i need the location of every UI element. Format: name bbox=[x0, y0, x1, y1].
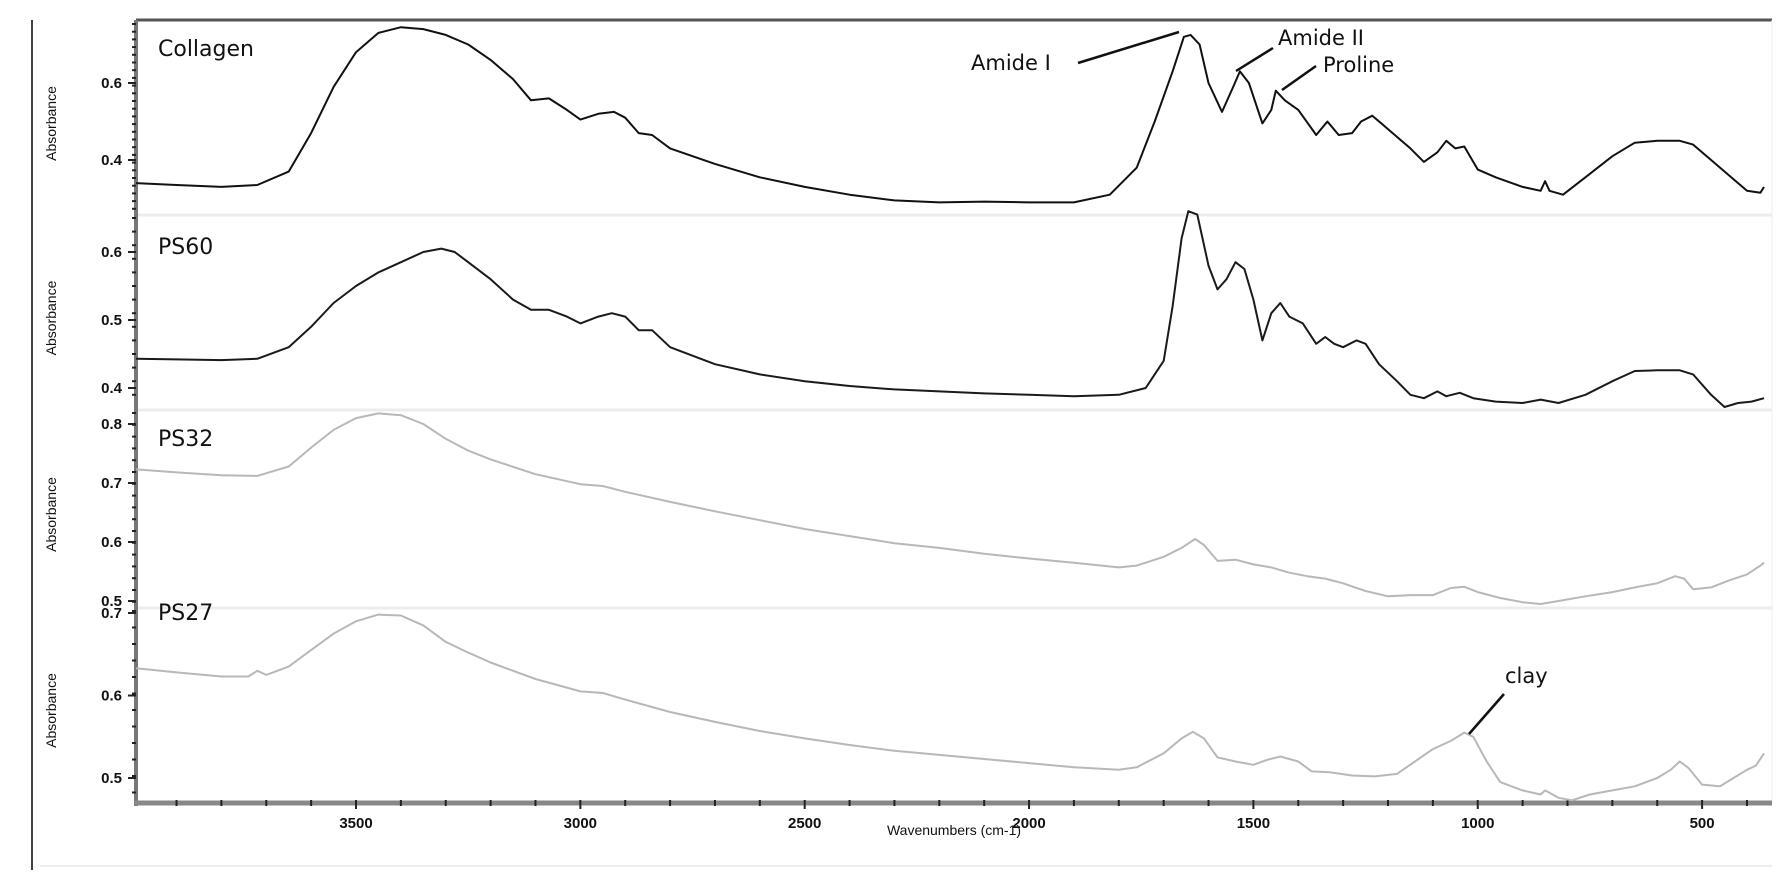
spectra-curves bbox=[135, 26, 1765, 802]
y-tick-label: 0.4 bbox=[101, 380, 123, 397]
y-tick-label: 0.8 bbox=[101, 416, 122, 433]
y-axis-title: Absorbance bbox=[43, 280, 59, 355]
y-tick-label: 0.5 bbox=[101, 593, 122, 610]
y-axis-ticks: 0.4 0.6 0.4 0.5 0.6 0.5 0.6 0.7 0.8 0.5 0.6 0.7 bbox=[101, 23, 136, 794]
annotation-proline: Proline bbox=[1281, 53, 1394, 92]
spectrum-curve-ps32 bbox=[136, 412, 1765, 605]
annotation-amide-i: Amide I bbox=[971, 30, 1180, 75]
x-tick-label: 3500 bbox=[339, 815, 372, 832]
panel-separators bbox=[138, 213, 1772, 610]
y-axis-title: Absorbance bbox=[43, 86, 59, 161]
y-tick-label: 0.5 bbox=[101, 312, 122, 329]
spectrum-curve-collagen bbox=[136, 26, 1765, 204]
x-axis-title: Wavenumbers (cm-1) bbox=[887, 822, 1021, 838]
panel-labels: Collagen PS60 PS32 PS27 bbox=[158, 37, 254, 626]
annotation-amide-i-label: Amide I bbox=[971, 51, 1051, 75]
y-tick-label: 0.7 bbox=[101, 475, 122, 492]
panel-label-ps60: PS60 bbox=[158, 235, 213, 260]
x-tick-label: 500 bbox=[1690, 815, 1715, 832]
y-tick-label: 0.6 bbox=[101, 688, 122, 705]
y-axis-title: Absorbance bbox=[43, 673, 59, 748]
annotation-clay: clay bbox=[1468, 664, 1548, 735]
y-tick-label: 0.6 bbox=[101, 75, 122, 92]
x-tick-label: 2500 bbox=[788, 815, 821, 832]
y-axis-titles: Absorbance Absorbance Absorbance Absorbance bbox=[43, 86, 59, 748]
spectrum-curve-ps27 bbox=[135, 613, 1765, 802]
annotation-amide-ii: Amide II bbox=[1235, 26, 1364, 73]
y-tick-label: 0.6 bbox=[101, 534, 122, 551]
panel-label-ps27: PS27 bbox=[158, 601, 213, 626]
y-tick-label: 0.6 bbox=[101, 244, 122, 261]
y-tick-label: 0.5 bbox=[101, 770, 122, 787]
y-tick-label: 0.4 bbox=[101, 152, 123, 169]
y-tick-label: 0.7 bbox=[101, 605, 122, 622]
x-axis-ticks: 3500 3000 2500 2000 1500 1000 500 bbox=[175, 800, 1748, 832]
y-axis-title: Absorbance bbox=[43, 477, 59, 552]
spectrum-curve-ps60 bbox=[136, 210, 1765, 408]
panel-label-ps32: PS32 bbox=[158, 427, 213, 452]
annotation-proline-label: Proline bbox=[1323, 53, 1394, 77]
annotation-amide-ii-label: Amide II bbox=[1278, 26, 1364, 50]
x-tick-label: 1500 bbox=[1237, 815, 1270, 832]
x-tick-label: 1000 bbox=[1461, 815, 1494, 832]
x-tick-label: 2000 bbox=[1012, 815, 1045, 832]
x-tick-label: 3000 bbox=[564, 815, 597, 832]
panel-label-collagen: Collagen bbox=[158, 37, 254, 62]
annotation-clay-label: clay bbox=[1505, 664, 1548, 688]
